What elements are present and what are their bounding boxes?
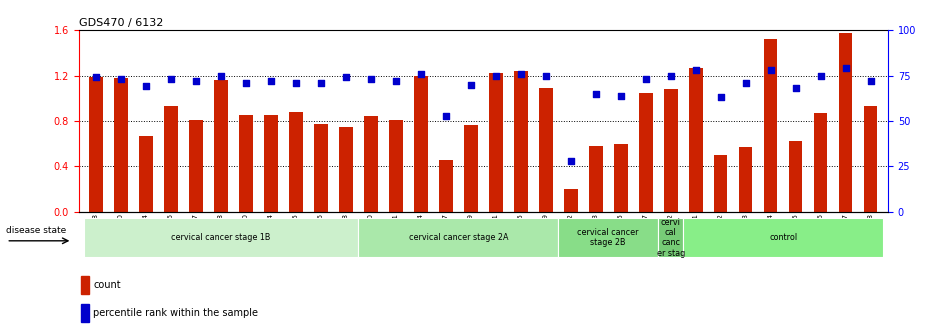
Bar: [83, 218, 358, 257]
Point: [239, 80, 253, 86]
Point: [638, 77, 653, 82]
Bar: [81, 276, 89, 294]
Bar: [539, 88, 552, 212]
Point: [813, 73, 828, 78]
Bar: [81, 304, 89, 322]
Bar: [664, 89, 677, 212]
Point: [563, 158, 578, 164]
Point: [463, 82, 478, 87]
Text: cervical cancer stage 1B: cervical cancer stage 1B: [171, 233, 271, 242]
Point: [164, 77, 179, 82]
Bar: [689, 68, 702, 212]
Bar: [514, 71, 527, 212]
Bar: [489, 73, 502, 212]
Bar: [559, 218, 659, 257]
Bar: [839, 33, 853, 212]
Point: [713, 95, 728, 100]
Point: [114, 77, 129, 82]
Text: percentile rank within the sample: percentile rank within the sample: [93, 308, 258, 318]
Bar: [864, 106, 878, 212]
Bar: [389, 120, 402, 212]
Text: count: count: [93, 280, 121, 290]
Point: [763, 68, 778, 73]
Bar: [639, 93, 652, 212]
Point: [339, 75, 353, 80]
Bar: [190, 120, 203, 212]
Point: [488, 73, 503, 78]
Bar: [89, 77, 103, 212]
Point: [388, 78, 403, 84]
Bar: [589, 146, 602, 212]
Bar: [789, 141, 803, 212]
Point: [314, 80, 328, 86]
Point: [89, 75, 104, 80]
Point: [863, 78, 878, 84]
Text: GDS470 / 6132: GDS470 / 6132: [79, 18, 163, 28]
Point: [663, 73, 678, 78]
Point: [738, 80, 753, 86]
Point: [838, 66, 853, 71]
Bar: [364, 117, 377, 212]
Bar: [564, 189, 577, 212]
Point: [613, 93, 628, 98]
Bar: [464, 126, 477, 212]
Bar: [164, 106, 178, 212]
Bar: [439, 160, 452, 212]
Bar: [358, 218, 559, 257]
Text: disease state: disease state: [6, 226, 67, 235]
Point: [214, 73, 228, 78]
Point: [438, 113, 453, 118]
Bar: [814, 113, 828, 212]
Point: [289, 80, 303, 86]
Text: cervical cancer stage 2A: cervical cancer stage 2A: [409, 233, 508, 242]
Point: [688, 68, 703, 73]
Point: [788, 86, 803, 91]
Point: [513, 71, 528, 77]
Point: [139, 84, 154, 89]
Bar: [215, 80, 228, 212]
Bar: [684, 218, 883, 257]
Point: [588, 91, 603, 96]
Bar: [739, 147, 752, 212]
Bar: [339, 127, 352, 212]
Bar: [614, 144, 627, 212]
Bar: [114, 78, 128, 212]
Bar: [764, 39, 777, 212]
Bar: [414, 76, 427, 212]
Bar: [714, 155, 727, 212]
Bar: [139, 136, 153, 212]
Point: [538, 73, 553, 78]
Bar: [265, 115, 277, 212]
Point: [364, 77, 378, 82]
Point: [264, 78, 278, 84]
Text: control: control: [769, 233, 797, 242]
Bar: [314, 124, 327, 212]
Point: [189, 78, 204, 84]
Point: [413, 71, 428, 77]
Text: cervical cancer
stage 2B: cervical cancer stage 2B: [577, 228, 639, 247]
Text: cervi
cal
canc
er stag: cervi cal canc er stag: [657, 218, 684, 258]
Bar: [240, 115, 253, 212]
Bar: [659, 218, 684, 257]
Bar: [290, 112, 302, 212]
